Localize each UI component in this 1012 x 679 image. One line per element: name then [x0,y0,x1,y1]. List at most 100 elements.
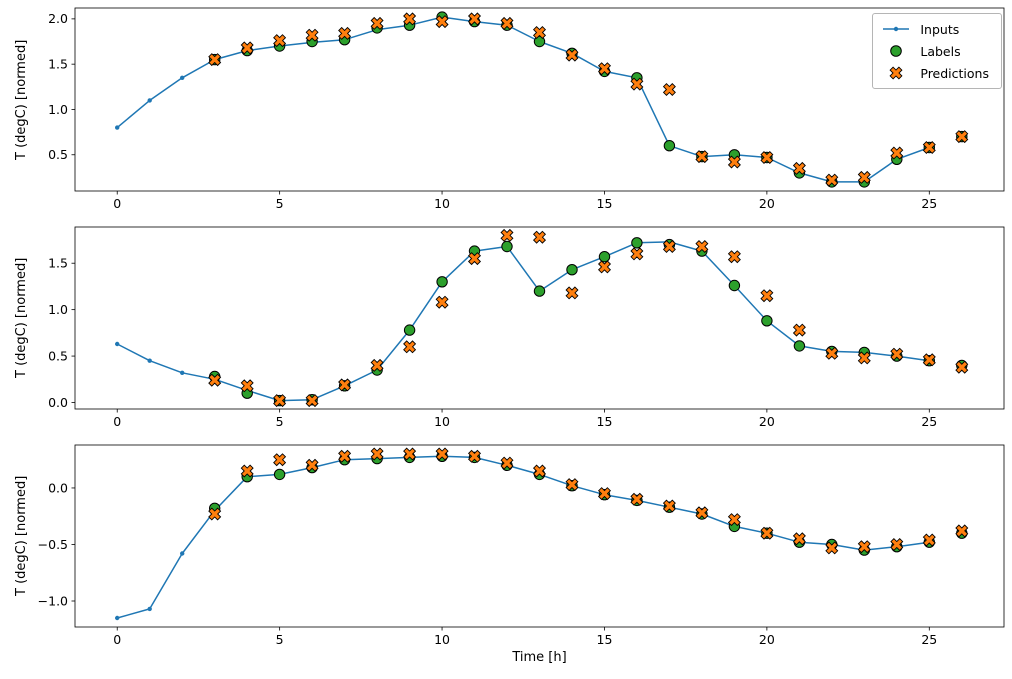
subplot-2: 0 5 10 15 20 25 −1.0 −0.5 0.0 [38,444,1005,647]
x-axis-label: Time [h] [512,650,567,665]
x-tick-label: 20 [759,632,775,647]
x-tick-label: 5 [276,632,284,647]
y-tick-label: 0.5 [48,348,68,363]
predictions-point [273,394,287,408]
predictions-point [760,150,774,165]
inputs-point [180,370,185,375]
labels-point [598,251,611,263]
legend-label-predictions: Predictions [920,65,989,81]
y-axis-label-bottom: T (degC) [normed] [14,475,29,597]
y-axis-label-top: T (degC) [normed] [14,39,29,160]
predictions-point [890,347,904,361]
predictions-point [273,34,287,48]
inputs-line [116,455,930,619]
predictions-point [500,228,514,242]
predictions-point [922,353,936,367]
axes-frame [74,226,1005,410]
inputs-line [116,16,930,183]
predictions-point [760,526,774,540]
y-tick-label: −0.5 [38,537,68,552]
predictions-point [890,146,904,160]
y-tick-label: 1.5 [48,256,68,271]
predictions-point [792,323,806,337]
inputs-point [147,358,152,363]
predictions-point [792,161,806,175]
predictions-point [273,453,287,467]
labels-point [761,315,773,327]
x-tick-label: 0 [113,414,121,429]
x-tick-label: 10 [434,196,450,211]
predictions-point [695,239,709,254]
predictions-point [597,260,612,274]
labels-point [793,340,806,352]
inputs-line [116,241,930,402]
predictions-point [338,26,352,40]
labels-point [728,279,741,292]
legend-item-inputs: Inputs [881,21,989,37]
predictions-point [565,286,579,300]
y-tick-label: −1.0 [38,593,68,608]
predictions-point [695,150,709,164]
x-tick-label: 25 [921,196,937,211]
predictions-point [597,62,612,76]
y-tick-label: 1.0 [48,102,68,117]
predictions-point [630,492,644,506]
legend-predictions-x [889,66,903,80]
legend-inputs-dot [894,26,899,32]
predictions-point [565,478,579,492]
labels-point [631,237,643,249]
legend-label-labels: Labels [920,43,961,59]
predictions-point [370,16,384,30]
x-tick-label: 10 [434,414,450,429]
predictions-point [597,487,612,501]
labels-point [663,140,676,152]
legend-item-labels: Labels [881,43,989,59]
predictions-point [922,140,936,155]
predictions-point [727,250,741,264]
inputs-point [115,125,120,130]
inputs-point [115,615,120,621]
x-tick-label: 15 [597,196,613,211]
predictions-point [208,507,222,521]
subplot-1: 0 5 10 15 20 25 0.0 0.5 1.0 1.5 [48,226,1005,429]
axes-frame [74,444,1005,628]
x-tick-label: 5 [276,414,284,429]
predictions-x-swatch-icon [889,66,903,80]
predictions-point [435,447,449,461]
predictions-point [532,25,547,40]
x-tick-label: 20 [759,414,775,429]
inputs-point [180,75,185,81]
predictions-point [403,447,417,461]
predictions-point [240,379,254,393]
predictions-point [435,295,449,309]
x-tick-label: 10 [434,632,450,647]
y-tick-label: 0.0 [48,395,68,410]
predictions-point [500,16,514,30]
inputs-point [147,98,152,103]
predictions-point [760,289,774,303]
labels-circle-swatch-icon [890,45,903,57]
predictions-point [662,239,676,254]
predictions-point [955,524,969,538]
y-tick-label: 0.5 [48,147,68,162]
predictions-point [922,533,936,547]
predictions-point [500,456,514,470]
y-axis-label-middle: T (degC) [normed] [14,257,29,379]
inputs-point [147,606,152,612]
x-tick-label: 0 [113,632,121,647]
x-tick-label: 5 [276,196,284,211]
predictions-point [955,360,969,374]
predictions-point [630,77,644,91]
legend-labels-circle [890,45,903,57]
predictions-point [890,537,904,552]
subplot-0: 0 5 10 15 20 25 0.5 1.0 1.5 2.0 [48,7,1005,211]
predictions-point [467,252,482,266]
predictions-point [370,447,384,461]
legend-label-inputs: Inputs [920,21,960,37]
labels-point [501,240,513,253]
predictions-point [857,170,871,184]
x-tick-label: 25 [921,414,937,429]
predictions-point [662,82,676,97]
x-tick-label: 0 [113,196,121,211]
axes-frame [74,7,1005,192]
